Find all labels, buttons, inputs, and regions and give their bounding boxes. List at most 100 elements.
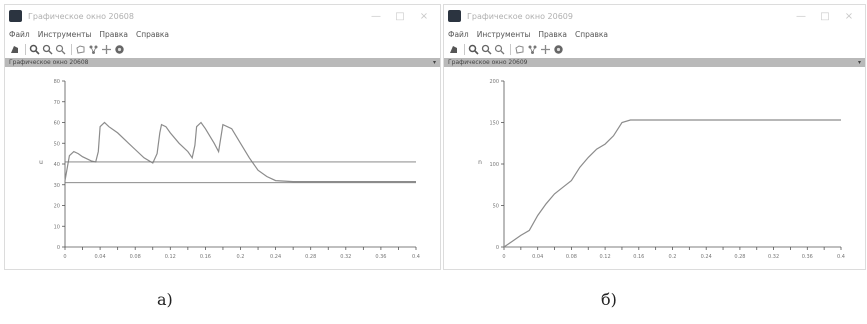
window-title: Графическое окно 20609 <box>467 11 573 21</box>
y-tick-label: 0 <box>57 245 60 251</box>
move-icon[interactable] <box>101 44 112 55</box>
panel-menu-button[interactable]: ▾ <box>857 59 861 66</box>
y-axis-label: n <box>478 159 482 166</box>
menu-help[interactable]: Справка <box>574 29 608 39</box>
toolbar-separator <box>464 44 465 55</box>
chart-b: 0 50 100 150 200 0 0.04 0.08 0.12 0.16 0.2 0.24 0.28… <box>478 79 845 260</box>
minimize-button[interactable]: — <box>796 10 806 22</box>
plot-window-a: Графическое окно 20608 — □ × Файл Инстру… <box>4 4 441 270</box>
menu-bar: Файл Инструменты Правка Справка <box>444 27 865 41</box>
toolbar <box>444 41 865 58</box>
toolbar <box>5 41 440 58</box>
y-tick-label: 40 <box>54 162 60 168</box>
maximize-button[interactable]: □ <box>395 10 405 22</box>
series-line <box>503 119 841 248</box>
x-tick-label: 0.32 <box>768 254 779 260</box>
panel-title: Графическое окно 20608 <box>9 59 89 66</box>
panel-menu-button[interactable]: ▾ <box>432 59 436 66</box>
select-icon[interactable] <box>514 44 525 55</box>
y-tick-label: 80 <box>54 79 60 85</box>
panel-header: Графическое окно 20608 ▾ <box>5 58 440 67</box>
plot-area[interactable]: 0 50 100 150 200 0 0.04 0.08 0.12 0.16 0.2 0.24 0.28… <box>444 67 865 269</box>
x-tick-label: 0.4 <box>837 254 845 260</box>
plot-area[interactable]: 0 10 20 30 40 50 60 70 80 0 0.04 0.08 0.12 0.16 0.2 0.2… <box>5 67 440 269</box>
axes <box>64 81 416 248</box>
y-tick-label: 10 <box>54 224 60 230</box>
rotate-icon[interactable] <box>9 44 20 55</box>
x-tick-label: 0.4 <box>412 254 420 260</box>
x-tick-label: 0.16 <box>633 254 644 260</box>
chart-a: 0 10 20 30 40 50 60 70 80 0 0.04 0.08 0.12 0.16 0.2 0.2… <box>39 79 420 260</box>
x-tick-label: 0.24 <box>701 254 712 260</box>
y-axis-label: u <box>39 159 43 166</box>
zoom-area-icon[interactable] <box>42 44 53 55</box>
plot-window-b: Графическое окно 20609 — □ × Файл Инстру… <box>443 4 866 270</box>
help-icon[interactable] <box>553 44 564 55</box>
app-icon <box>448 10 461 22</box>
close-button[interactable]: × <box>844 10 854 22</box>
x-tick-label: 0.08 <box>566 254 577 260</box>
y-tick-label: 50 <box>54 141 60 147</box>
x-tick-label: 0.04 <box>95 254 106 260</box>
menu-tools[interactable]: Инструменты <box>37 29 92 39</box>
maximize-button[interactable]: □ <box>820 10 830 22</box>
x-tick-label: 0.36 <box>375 254 386 260</box>
series-line <box>64 121 416 183</box>
x-tick-label: 0.16 <box>200 254 211 260</box>
toolbar-separator <box>25 44 26 55</box>
close-button[interactable]: × <box>419 10 429 22</box>
zoom-area-icon[interactable] <box>481 44 492 55</box>
x-tick-label: 0.04 <box>532 254 543 260</box>
caption-b: б) <box>601 290 617 309</box>
zoom-out-icon[interactable] <box>55 44 66 55</box>
x-tick-label: 0.32 <box>340 254 351 260</box>
axes <box>503 81 841 248</box>
y-tick-label: 0 <box>496 245 499 251</box>
x-tick-label: 0.28 <box>305 254 316 260</box>
x-tick-label: 0.08 <box>130 254 141 260</box>
help-icon[interactable] <box>114 44 125 55</box>
menu-edit[interactable]: Правка <box>99 29 128 39</box>
menu-help[interactable]: Справка <box>135 29 169 39</box>
caption-a: а) <box>157 290 173 309</box>
y-tick-label: 70 <box>54 100 60 106</box>
link-icon[interactable] <box>88 44 99 55</box>
zoom-in-icon[interactable] <box>468 44 479 55</box>
menu-file[interactable]: Файл <box>9 29 30 39</box>
zoom-in-icon[interactable] <box>29 44 40 55</box>
link-icon[interactable] <box>527 44 538 55</box>
toolbar-separator <box>510 44 511 55</box>
window-title: Графическое окно 20608 <box>28 11 134 21</box>
menu-tools[interactable]: Инструменты <box>476 29 531 39</box>
title-bar[interactable]: Графическое окно 20608 — □ × <box>5 5 440 27</box>
y-tick-label: 100 <box>489 162 499 168</box>
x-tick-label: 0.2 <box>237 254 245 260</box>
y-tick-label: 30 <box>54 183 60 189</box>
zoom-out-icon[interactable] <box>494 44 505 55</box>
y-tick-label: 150 <box>489 121 499 127</box>
toolbar-separator <box>71 44 72 55</box>
x-tick-label: 0.12 <box>600 254 611 260</box>
x-tick-label: 0 <box>502 254 505 260</box>
panel-title: Графическое окно 20609 <box>448 59 528 66</box>
move-icon[interactable] <box>540 44 551 55</box>
x-tick-label: 0.28 <box>734 254 745 260</box>
menu-edit[interactable]: Правка <box>538 29 567 39</box>
y-tick-label: 20 <box>54 204 60 210</box>
title-bar[interactable]: Графическое окно 20609 — □ × <box>444 5 865 27</box>
x-tick-label: 0.36 <box>802 254 813 260</box>
panel-header: Графическое окно 20609 ▾ <box>444 58 865 67</box>
app-icon <box>9 10 22 22</box>
y-tick-label: 60 <box>54 121 60 127</box>
y-tick-label: 50 <box>493 204 499 210</box>
y-tick-label: 200 <box>489 79 499 85</box>
menu-bar: Файл Инструменты Правка Справка <box>5 27 440 41</box>
x-tick-label: 0.2 <box>669 254 677 260</box>
menu-file[interactable]: Файл <box>448 29 469 39</box>
minimize-button[interactable]: — <box>371 10 381 22</box>
rotate-icon[interactable] <box>448 44 459 55</box>
select-icon[interactable] <box>75 44 86 55</box>
x-tick-label: 0.24 <box>270 254 281 260</box>
x-tick-label: 0.12 <box>165 254 176 260</box>
x-tick-label: 0 <box>63 254 66 260</box>
